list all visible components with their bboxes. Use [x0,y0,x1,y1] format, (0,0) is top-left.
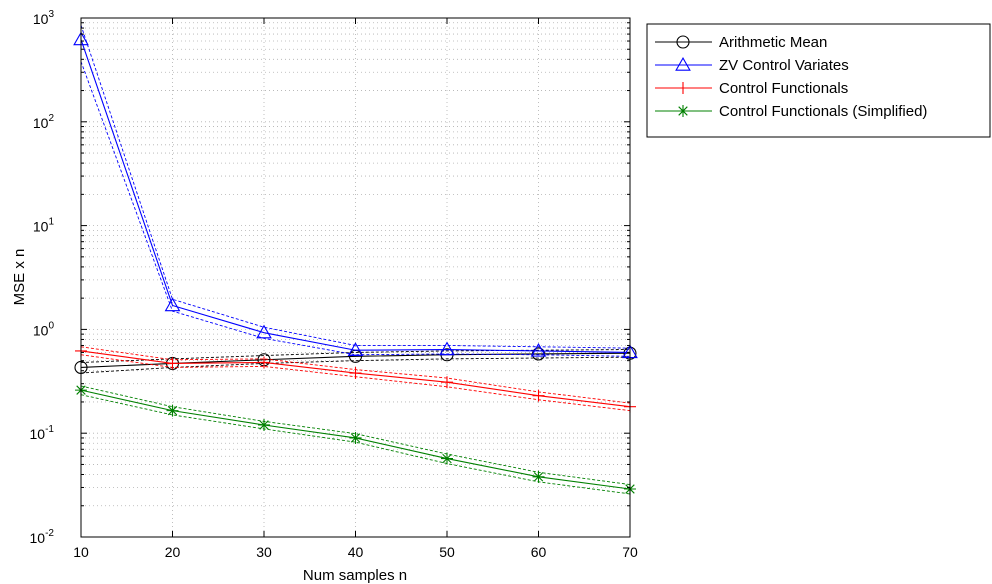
plus-marker [349,367,362,380]
legend-item: Arithmetic Mean [655,34,827,51]
x-tick-label: 50 [439,544,455,560]
asterisk-marker [677,105,689,117]
legend-item: ZV Control Variates [655,56,849,74]
legend-box [646,23,991,138]
series-line [80,39,631,353]
grid [81,18,630,537]
triangle-marker [256,324,272,339]
series-upper-bound [80,25,631,349]
asterisk-marker [166,404,179,417]
triangle-marker [530,342,547,357]
legend-item: Control Functionals [655,80,848,97]
plus-marker [677,82,689,94]
x-axis: 10 20 30 40 50 60 70 [73,18,638,560]
asterisk-marker [349,431,362,444]
x-axis-label: Num samples n [303,567,407,584]
legend: Arithmetic Mean ZV Control Variates Contro… [646,23,991,138]
triangle-marker [164,297,181,312]
x-tick-label: 70 [622,544,638,560]
series-layer [73,25,638,496]
legend-label: Control Functionals (Simplified) [719,103,927,120]
y-axis-label: MSE x n [11,249,28,306]
x-tick-label: 60 [531,544,547,560]
asterisk-marker [258,418,270,431]
x-tick-label: 30 [256,544,272,560]
triangle-marker [347,342,364,356]
circle-marker [676,35,690,49]
legend-label: Arithmetic Mean [719,34,827,51]
x-tick-label: 20 [165,544,181,560]
plus-marker [258,356,270,369]
triangle-marker [675,56,691,71]
x-tick-label: 40 [348,544,364,560]
asterisk-marker [532,470,545,483]
legend-item: Control Functionals (Simplified) [655,103,927,120]
plus-marker [441,376,453,389]
series-2 [73,25,638,359]
triangle-marker [439,341,455,356]
x-tick-label: 10 [73,544,89,560]
legend-label: ZV Control Variates [719,57,849,74]
legend-label: Control Functionals [719,80,848,97]
asterisk-marker [441,452,453,465]
plus-marker [166,357,179,370]
series-3 [75,344,636,413]
plus-marker [532,389,545,402]
